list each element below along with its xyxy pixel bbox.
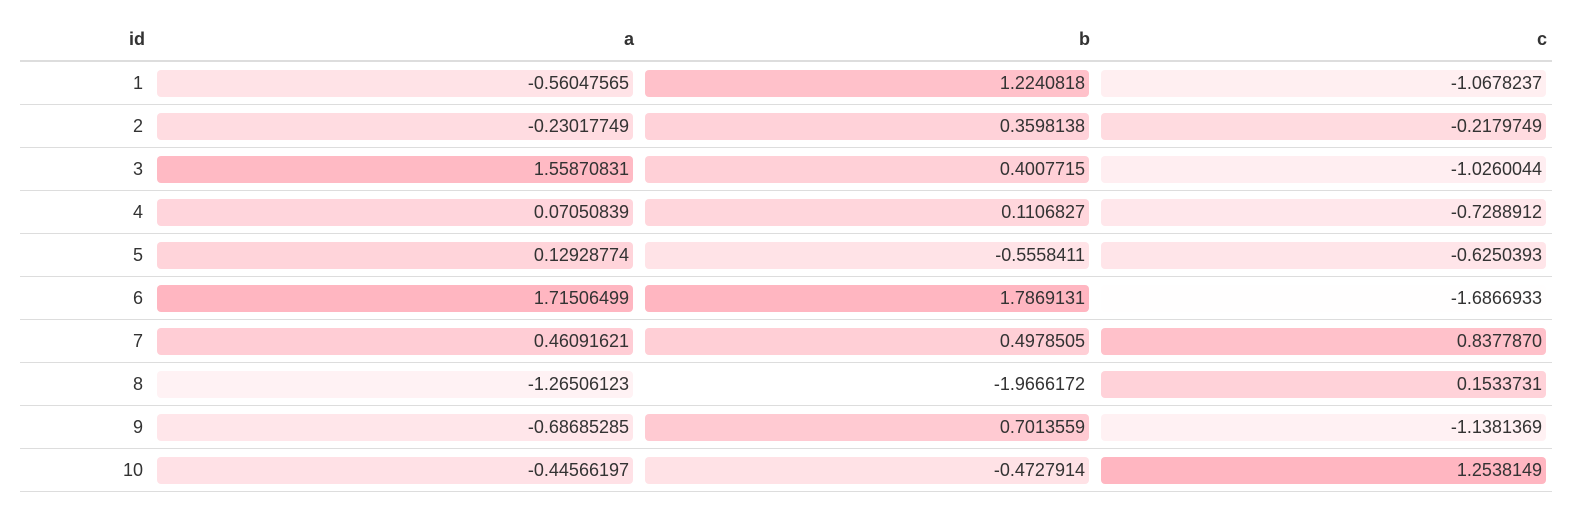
cell-c-value: -0.6250393 [1101, 241, 1546, 269]
column-header-b[interactable]: b [639, 18, 1095, 62]
cell-c: 0.8377870 [1095, 319, 1552, 363]
cell-c-value: 0.1533731 [1101, 370, 1546, 398]
header-row: id a b c [20, 18, 1552, 62]
cell-b-value: -0.4727914 [645, 456, 1089, 484]
data-table: id a b c 1 -0.56047565 1.2240818 -1.0678237… [20, 18, 1552, 492]
cell-a-value: -0.23017749 [157, 112, 633, 140]
cell-id: 6 [20, 276, 151, 320]
cell-a: 0.46091621 [151, 319, 639, 363]
cell-c: 0.1533731 [1095, 362, 1552, 406]
cell-b-value: -0.5558411 [645, 241, 1089, 269]
cell-id: 4 [20, 190, 151, 234]
cell-c-value: -1.6866933 [1101, 284, 1546, 312]
cell-b: 0.4007715 [639, 147, 1095, 191]
cell-b-value: -1.9666172 [645, 370, 1089, 398]
cell-a-value: -0.68685285 [157, 413, 633, 441]
cell-c: -1.0678237 [1095, 60, 1552, 105]
cell-id: 1 [20, 60, 151, 105]
cell-a: -0.23017749 [151, 104, 639, 148]
cell-a-value: 1.55870831 [157, 155, 633, 183]
cell-c: -0.2179749 [1095, 104, 1552, 148]
cell-a: -0.68685285 [151, 405, 639, 449]
cell-a-value: 1.71506499 [157, 284, 633, 312]
cell-a: 0.12928774 [151, 233, 639, 277]
table-body: 1 -0.56047565 1.2240818 -1.0678237 2 -0.23017… [20, 60, 1552, 492]
data-table-container: id a b c 1 -0.56047565 1.2240818 -1.0678237… [20, 18, 1552, 492]
cell-a: 1.55870831 [151, 147, 639, 191]
cell-c-value: -1.1381369 [1101, 413, 1546, 441]
cell-a: -0.56047565 [151, 60, 639, 105]
cell-id: 9 [20, 405, 151, 449]
cell-b: 0.1106827 [639, 190, 1095, 234]
cell-b-value: 0.3598138 [645, 112, 1089, 140]
table-row: 6 1.71506499 1.7869131 -1.6866933 [20, 276, 1552, 320]
cell-b: -1.9666172 [639, 362, 1095, 406]
cell-c: -1.0260044 [1095, 147, 1552, 191]
column-header-id[interactable]: id [20, 18, 151, 62]
cell-b: 0.3598138 [639, 104, 1095, 148]
cell-b: 0.4978505 [639, 319, 1095, 363]
cell-c-value: -1.0678237 [1101, 69, 1546, 97]
column-header-c[interactable]: c [1095, 18, 1552, 62]
cell-b-value: 0.4007715 [645, 155, 1089, 183]
cell-b: 0.7013559 [639, 405, 1095, 449]
cell-c-value: -0.7288912 [1101, 198, 1546, 226]
cell-a-value: 0.46091621 [157, 327, 633, 355]
cell-c: -1.6866933 [1095, 276, 1552, 320]
table-row: 3 1.55870831 0.4007715 -1.0260044 [20, 147, 1552, 191]
cell-id: 8 [20, 362, 151, 406]
cell-a: 0.07050839 [151, 190, 639, 234]
cell-c: -0.7288912 [1095, 190, 1552, 234]
cell-b-value: 1.2240818 [645, 69, 1089, 97]
cell-id: 3 [20, 147, 151, 191]
cell-c-value: -0.2179749 [1101, 112, 1546, 140]
cell-a: -1.26506123 [151, 362, 639, 406]
cell-id: 5 [20, 233, 151, 277]
table-header: id a b c [20, 18, 1552, 62]
cell-a-value: 0.12928774 [157, 241, 633, 269]
cell-b-value: 0.7013559 [645, 413, 1089, 441]
table-row: 8 -1.26506123 -1.9666172 0.1533731 [20, 362, 1552, 406]
cell-c-value: -1.0260044 [1101, 155, 1546, 183]
cell-b: 1.2240818 [639, 60, 1095, 105]
table-row: 9 -0.68685285 0.7013559 -1.1381369 [20, 405, 1552, 449]
cell-b: -0.4727914 [639, 448, 1095, 492]
cell-a-value: -0.56047565 [157, 69, 633, 97]
table-row: 7 0.46091621 0.4978505 0.8377870 [20, 319, 1552, 363]
cell-b-value: 0.1106827 [645, 198, 1089, 226]
cell-c-value: 1.2538149 [1101, 456, 1546, 484]
cell-a-value: 0.07050839 [157, 198, 633, 226]
cell-c-value: 0.8377870 [1101, 327, 1546, 355]
table-row: 5 0.12928774 -0.5558411 -0.6250393 [20, 233, 1552, 277]
cell-b-value: 0.4978505 [645, 327, 1089, 355]
cell-a: 1.71506499 [151, 276, 639, 320]
cell-a-value: -0.44566197 [157, 456, 633, 484]
cell-id: 2 [20, 104, 151, 148]
cell-a-value: -1.26506123 [157, 370, 633, 398]
cell-id: 10 [20, 448, 151, 492]
cell-b: -0.5558411 [639, 233, 1095, 277]
table-row: 10 -0.44566197 -0.4727914 1.2538149 [20, 448, 1552, 492]
table-row: 1 -0.56047565 1.2240818 -1.0678237 [20, 60, 1552, 105]
cell-c: 1.2538149 [1095, 448, 1552, 492]
table-row: 2 -0.23017749 0.3598138 -0.2179749 [20, 104, 1552, 148]
cell-b: 1.7869131 [639, 276, 1095, 320]
cell-b-value: 1.7869131 [645, 284, 1089, 312]
table-row: 4 0.07050839 0.1106827 -0.7288912 [20, 190, 1552, 234]
cell-c: -0.6250393 [1095, 233, 1552, 277]
cell-id: 7 [20, 319, 151, 363]
cell-c: -1.1381369 [1095, 405, 1552, 449]
column-header-a[interactable]: a [151, 18, 639, 62]
cell-a: -0.44566197 [151, 448, 639, 492]
